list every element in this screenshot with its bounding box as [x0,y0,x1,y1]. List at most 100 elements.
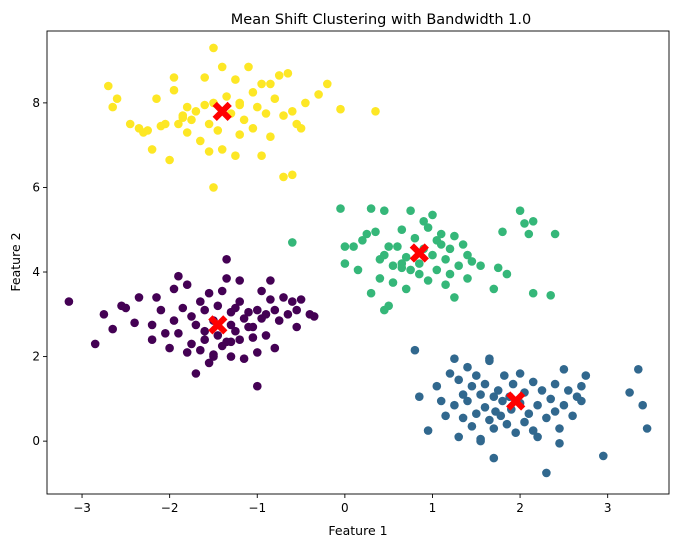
data-point-cluster-1 [542,468,551,478]
data-point-cluster-0 [147,320,157,330]
data-point-cluster-2 [450,231,459,241]
x-tick-label: −2 [161,501,179,515]
data-point-cluster-1 [577,381,586,391]
data-point-cluster-2 [419,217,429,226]
data-point-cluster-2 [524,229,534,239]
data-point-cluster-0 [235,276,244,285]
data-point-cluster-1 [546,394,555,404]
data-point-cluster-1 [463,396,472,406]
data-point-cluster-3 [165,155,174,165]
data-point-cluster-0 [200,305,209,315]
data-point-cluster-1 [642,424,652,433]
data-point-cluster-2 [428,210,437,220]
data-point-cluster-2 [463,274,472,283]
data-point-cluster-2 [410,233,420,243]
data-point-cluster-2 [489,284,499,294]
data-point-cluster-1 [508,379,518,389]
data-point-cluster-0 [108,324,117,334]
data-point-cluster-1 [489,392,499,402]
data-point-cluster-0 [283,310,293,319]
data-point-cluster-3 [301,98,310,108]
data-point-cluster-2 [467,257,477,266]
data-point-cluster-1 [485,415,494,425]
data-point-cluster-3 [323,79,332,89]
data-point-cluster-3 [200,100,209,110]
data-point-cluster-3 [191,107,201,116]
data-point-cluster-2 [436,229,446,239]
data-point-cluster-0 [213,331,223,340]
x-tick-label: 3 [604,501,612,515]
data-point-cluster-0 [196,345,205,355]
data-point-cluster-3 [196,136,205,146]
data-point-cluster-0 [178,303,188,313]
data-point-cluster-1 [423,426,433,435]
y-tick-label: 4 [32,265,40,279]
data-point-cluster-2 [375,274,385,283]
data-point-cluster-1 [410,345,420,355]
y-tick-label: 8 [32,96,40,110]
cluster-center-marker-2 [409,243,429,263]
data-point-cluster-1 [533,400,542,410]
data-point-cluster-2 [550,229,560,239]
data-point-cluster-0 [191,369,201,378]
cluster-centers [208,101,526,411]
data-point-cluster-1 [520,417,529,427]
data-point-cluster-0 [309,312,319,321]
data-point-cluster-3 [231,151,240,160]
data-point-cluster-1 [511,428,520,438]
data-point-cluster-0 [248,333,258,342]
data-point-cluster-1 [476,434,485,444]
data-point-cluster-3 [257,79,266,89]
chart-title: Mean Shift Clustering with Bandwidth 1.0 [231,12,531,28]
data-point-cluster-0 [169,284,179,294]
data-point-cluster-1 [524,409,534,419]
data-point-cluster-2 [458,240,468,249]
data-point-cluster-0 [266,295,275,304]
data-point-cluster-0 [248,322,258,332]
data-point-cluster-1 [463,362,472,372]
data-point-cluster-0 [196,297,205,306]
data-point-cluster-1 [568,411,577,421]
data-point-cluster-3 [279,172,288,182]
data-point-cluster-3 [239,115,249,125]
x-axis-label: Feature 1 [328,523,387,538]
data-point-cluster-2 [415,269,424,279]
data-point-cluster-0 [90,339,100,349]
data-point-cluster-1 [555,439,564,448]
data-point-cluster-0 [292,305,302,315]
data-point-cluster-0 [204,288,214,298]
data-point-cluster-1 [432,381,442,391]
data-point-cluster-3 [279,111,288,120]
data-point-cluster-3 [235,100,244,110]
data-point-cluster-0 [134,293,144,302]
data-point-cluster-2 [288,238,297,247]
data-point-cluster-3 [204,147,214,156]
data-point-cluster-3 [209,43,218,53]
data-point-cluster-2 [441,280,450,290]
data-point-cluster-3 [371,107,380,116]
data-point-cluster-2 [445,244,455,254]
data-point-cluster-0 [182,348,192,357]
data-point-cluster-0 [222,254,231,264]
data-point-cluster-0 [152,293,161,302]
data-point-cluster-2 [454,261,464,271]
data-point-cluster-2 [358,236,367,245]
data-point-cluster-2 [423,276,433,285]
data-point-cluster-3 [182,128,192,137]
data-point-cluster-0 [200,326,209,336]
x-tick-label: −1 [248,501,266,515]
data-point-cluster-1 [599,451,608,461]
data-point-cluster-3 [139,128,148,137]
data-point-cluster-2 [436,240,446,249]
data-point-cluster-0 [266,276,275,285]
data-point-cluster-3 [156,121,166,131]
data-point-cluster-0 [121,303,131,313]
data-point-cluster-1 [533,432,542,442]
data-point-cluster-3 [261,109,271,118]
data-point-cluster-3 [266,79,275,89]
data-point-cluster-0 [252,305,262,315]
data-point-cluster-0 [147,335,157,345]
data-point-cluster-1 [476,390,485,399]
data-point-cluster-1 [528,426,538,435]
data-point-cluster-3 [125,119,135,129]
